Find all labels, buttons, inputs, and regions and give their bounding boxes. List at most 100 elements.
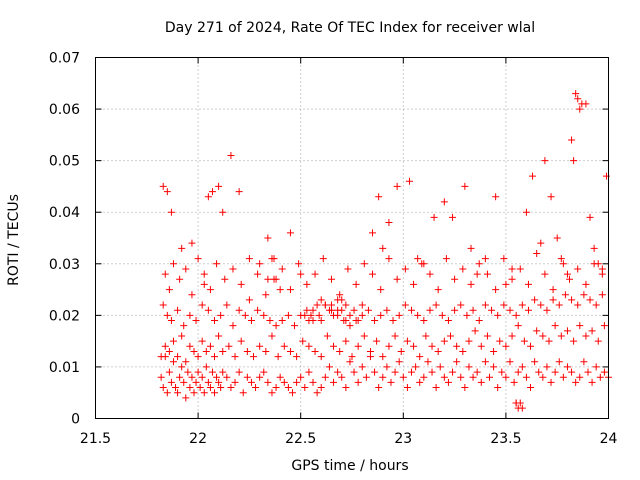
data-point [196,384,204,392]
data-point [366,347,374,355]
data-point [215,182,223,190]
data-point [180,378,188,386]
data-point [350,306,358,314]
data-point [549,296,557,304]
data-point [348,353,356,361]
data-point [557,255,565,263]
data-point [231,353,239,361]
data-point [576,322,584,330]
data-point [342,384,350,392]
data-point [547,193,555,201]
data-point [198,373,206,381]
data-point [165,347,173,355]
data-point [403,337,411,345]
data-point [574,301,582,309]
data-point [408,306,416,314]
data-point [301,384,309,392]
data-point [352,280,360,288]
data-point [457,373,465,381]
data-point [161,270,169,278]
data-point [157,373,165,381]
data-point [568,368,576,376]
data-point [309,378,317,386]
data-point [508,332,516,340]
data-point [385,219,393,227]
x-tick-label: 23 [394,431,412,447]
data-point [449,213,457,221]
data-point [559,260,567,268]
data-point [531,358,539,366]
data-point [377,311,385,319]
data-point [586,296,594,304]
data-point [165,286,173,294]
y-tick-label: 0.05 [49,154,80,170]
data-point [371,317,379,325]
data-point [206,286,214,294]
data-point [449,368,457,376]
data-point [188,239,196,247]
data-point [444,378,452,386]
data-point [325,363,333,371]
data-point [276,286,284,294]
y-tick-label: 0.03 [49,257,80,273]
data-point [176,275,184,283]
y-axis-title: ROTI / TECUs [6,194,22,286]
data-point [311,270,319,278]
data-point [157,353,165,361]
data-point [570,157,578,165]
data-point [492,193,500,201]
data-point [561,291,569,299]
data-point [167,317,175,325]
data-point [520,337,528,345]
data-point [245,296,253,304]
data-point [307,311,315,319]
x-tick-label: 23.5 [490,431,521,447]
data-point [192,317,200,325]
data-point [194,368,202,376]
data-point [506,306,514,314]
data-point [330,311,338,319]
data-point [235,188,243,196]
data-point [444,317,452,325]
data-point [568,136,576,144]
data-point [451,306,459,314]
data-point [344,265,352,273]
data-point [524,306,532,314]
tick-labels: 21.5 22 22.5 23 23.5 24 0 0.01 0.02 0.03 0.04 0.05 0… [49,51,618,448]
data-point [204,193,212,201]
data-point [551,322,559,330]
data-point [555,301,563,309]
data-point [194,255,202,263]
data-point [418,260,426,268]
data-point [379,373,387,381]
data-point [338,373,346,381]
data-point [420,373,428,381]
data-point [163,311,171,319]
data-point [260,311,268,319]
data-point [598,270,606,278]
data-point [200,280,208,288]
data-point [217,384,225,392]
data-point [541,270,549,278]
data-point [176,373,184,381]
data-point [492,286,500,294]
data-point [436,363,444,371]
data-point [284,311,292,319]
data-point [325,306,333,314]
data-point [291,322,299,330]
data-point [391,368,399,376]
data-point [169,337,177,345]
data-point [215,332,223,340]
data-point [295,260,303,268]
data-point [219,347,227,355]
data-point [590,244,598,252]
data-point [206,342,214,350]
data-point [537,301,545,309]
data-point [410,280,418,288]
data-point [393,275,401,283]
data-point [202,347,210,355]
x-tick-label: 22 [189,431,207,447]
data-point [262,291,270,299]
data-point [551,368,559,376]
